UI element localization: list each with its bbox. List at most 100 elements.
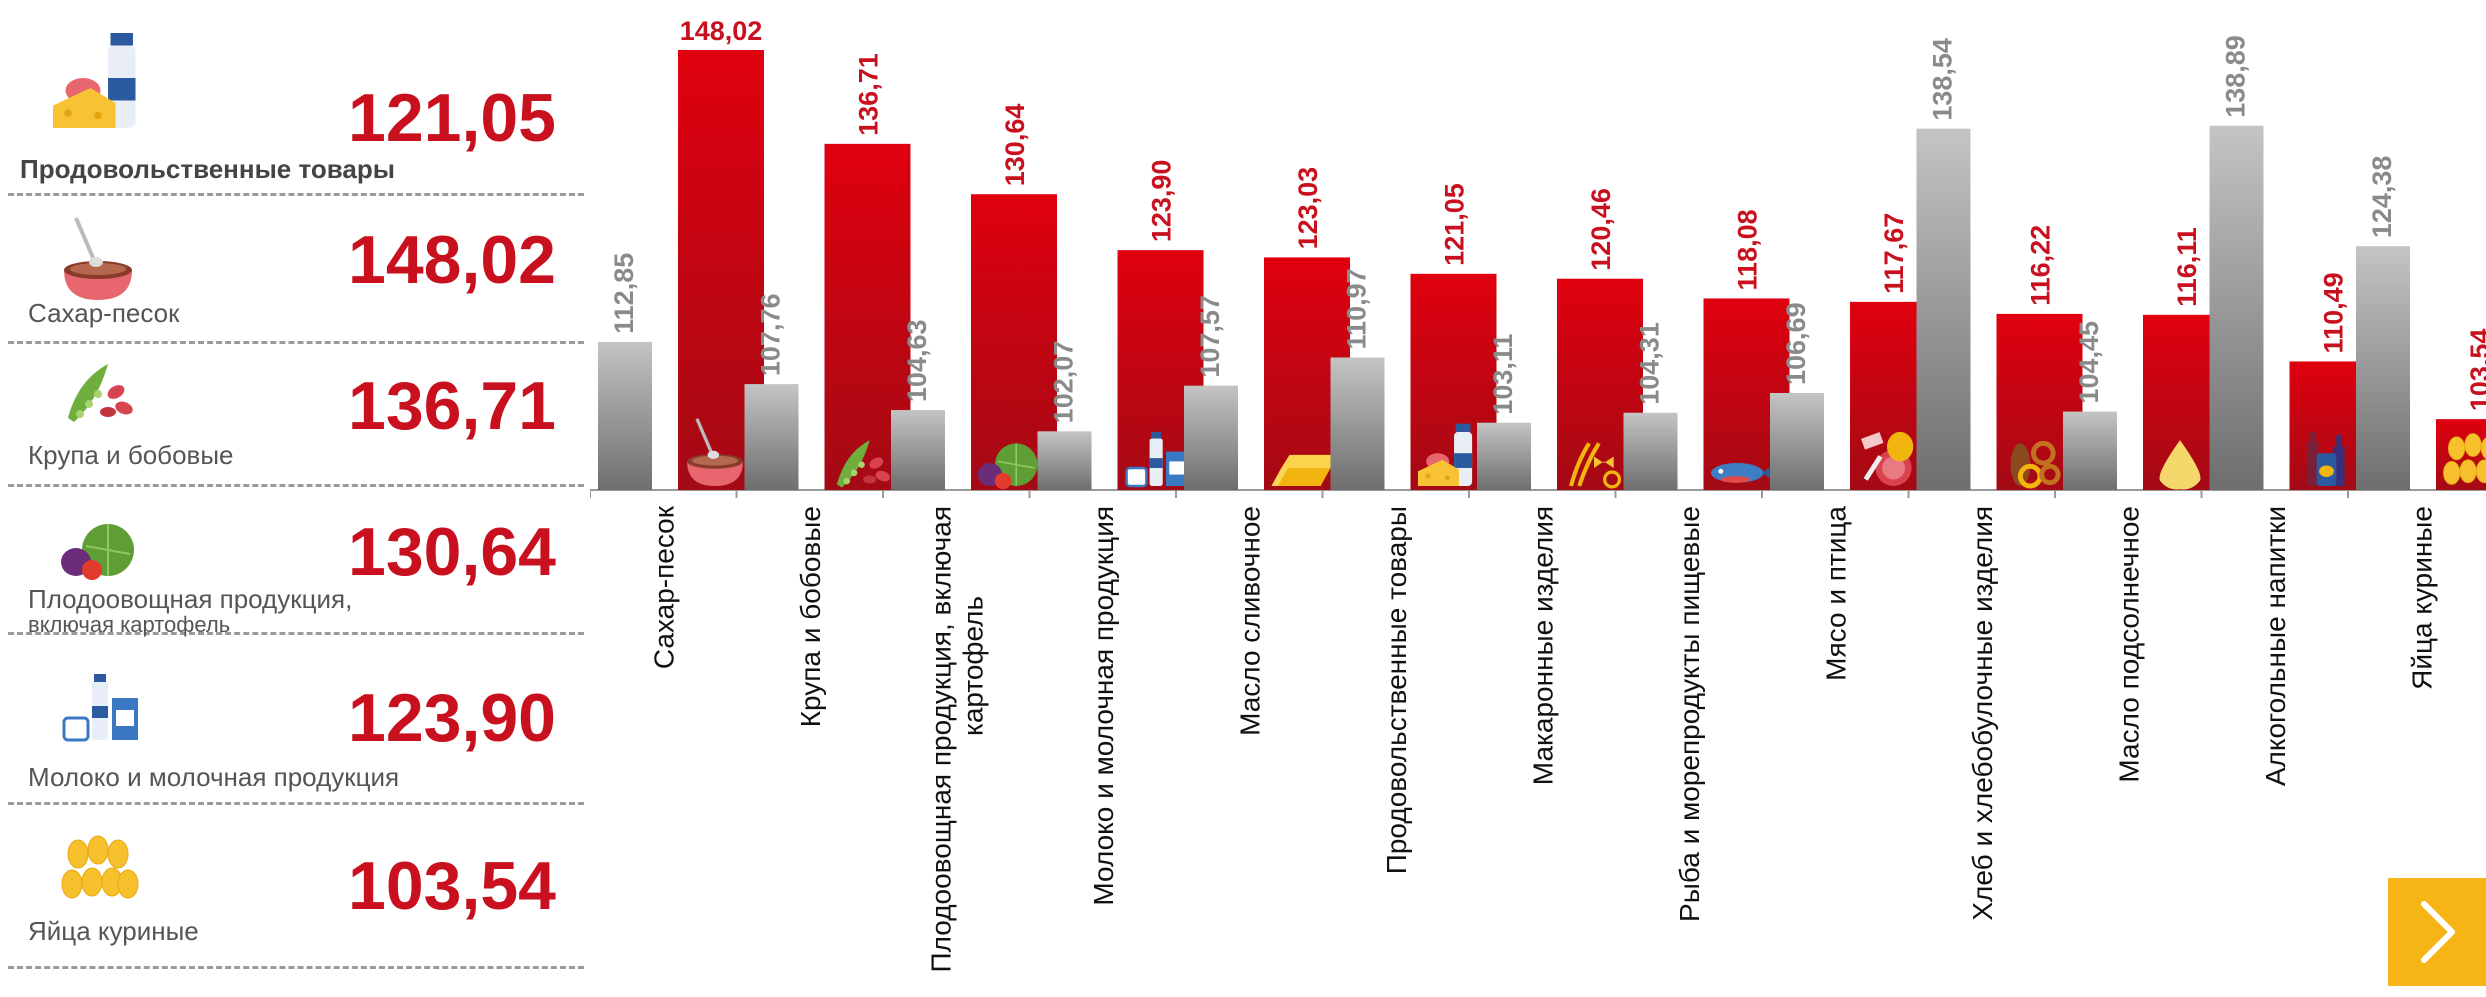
- kpi-row: 123,90 Молоко и молочная продукция: [8, 635, 584, 805]
- kpi-value: 103,54: [348, 848, 556, 924]
- kpi-icon: [62, 674, 138, 742]
- bar-label-current: 121,05: [1440, 183, 1470, 266]
- kpi-label: Молоко и молочная продукция: [28, 762, 400, 792]
- category-label: Масло подсолнечное: [2113, 506, 2144, 783]
- kpi-label-text: Крупа и бобовые: [28, 440, 234, 470]
- kpi-label-text: Плодоовощная продукция,: [28, 584, 353, 614]
- kpi-value: 148,02: [348, 222, 556, 298]
- kpi-divider: [8, 802, 584, 805]
- vegetables-icon: [977, 443, 1038, 490]
- dairy-icon: [1125, 431, 1188, 488]
- pasta-icon: [1569, 442, 1622, 489]
- kpi-label-text: Продовольственные товары: [20, 154, 395, 184]
- bar-previous: [2209, 125, 2264, 490]
- kpi-divider: [8, 632, 584, 635]
- kpi-divider: [8, 484, 584, 487]
- kpi-label: Продовольственные товары: [20, 154, 395, 184]
- bar-previous: [1770, 392, 1824, 490]
- bar-label-previous: 102,07: [1049, 341, 1079, 424]
- meat-icon: [1861, 431, 1914, 486]
- bar-label-current: 120,46: [1586, 188, 1616, 271]
- kpi-divider: [8, 193, 584, 196]
- bar-label-previous: 104,63: [902, 319, 932, 402]
- category-label: Сахар-песок: [648, 505, 679, 669]
- bar-label-current: 123,90: [1147, 160, 1177, 243]
- bar-label-current: 117,67: [1879, 213, 1909, 294]
- bar-label-previous: 112,85: [609, 253, 639, 334]
- bar-previous: [2356, 246, 2410, 490]
- bar-label-previous: 124,38: [2367, 156, 2397, 239]
- bar-previous: [1623, 412, 1678, 490]
- eggs-icon: [61, 835, 139, 899]
- bottles-icon: [2306, 431, 2345, 486]
- butter-icon: [1271, 454, 1339, 486]
- bar-previous: [1916, 128, 1971, 491]
- kpi-row: 121,05 Продовольственные товары: [8, 0, 584, 196]
- kpi-value: 121,05: [348, 80, 556, 156]
- kpi-label: Сахар-песок: [28, 298, 180, 328]
- chevron-right-icon: [2421, 901, 2455, 963]
- bar-label-current: 116,11: [2172, 227, 2202, 307]
- bar-label-current: 118,08: [1733, 209, 1763, 290]
- category-label: Продовольственные товары: [1381, 506, 1412, 874]
- bread-icon: [2010, 440, 2061, 489]
- bar-label-current: 103,54: [2465, 329, 2486, 412]
- kpi-value: 136,71: [348, 368, 556, 444]
- bar-label-previous: 106,69: [1781, 302, 1811, 385]
- category-label: Хлеб и хлебобулочные изделия: [1967, 506, 1998, 921]
- category-label: Масло сливочное: [1234, 506, 1265, 736]
- category-label: Яйца куриные: [2406, 506, 2437, 690]
- bar-label-previous: 103,11: [1488, 334, 1518, 415]
- category-label: Рыба и морепродукты пищевые: [1674, 506, 1705, 922]
- kpi-icon: [64, 217, 132, 300]
- kpi-label: Яйца куриные: [28, 916, 199, 946]
- bar-label-current: 136,71: [854, 53, 884, 136]
- sugar-bowl-icon: [64, 217, 132, 300]
- kpi-divider: [8, 341, 584, 344]
- beans-icon: [836, 440, 890, 488]
- bar-label-current: 148,02: [680, 16, 763, 46]
- category-label: Мясо и птица: [1820, 506, 1851, 681]
- vegetables-icon: [61, 524, 134, 580]
- kpi-icon: [68, 364, 133, 422]
- bar-previous: [1477, 422, 1531, 490]
- kpi-divider: [8, 966, 584, 969]
- bar-chart: 112,85 148,02 Сахар-песок 107,76 136,71 Крупа…: [590, 16, 2486, 973]
- bar-label-previous: 107,76: [756, 294, 786, 377]
- bar-label-current: 116,22: [2026, 225, 2056, 306]
- category-label: Крупа и бобовые: [795, 506, 826, 727]
- bar-previous: [891, 410, 945, 490]
- kpi-row: 148,02 Сахар-песок: [8, 196, 584, 344]
- kpi-value: 123,90: [348, 680, 556, 756]
- category-label: Плодоовощная продукция, включаякартофель: [925, 506, 988, 973]
- bar-label-previous: 110,97: [1342, 268, 1372, 349]
- category-label: Макаронные изделия: [1527, 506, 1558, 785]
- kpi-label: Плодоовощная продукция, включая картофель: [28, 584, 353, 638]
- kpi-label-text: Яйца куриные: [28, 916, 199, 946]
- kpi-row: 136,71 Крупа и бобовые: [8, 344, 584, 487]
- bar-previous: [1184, 385, 1238, 490]
- kpi-sublabel: включая картофель: [28, 612, 231, 638]
- category-label: Алкогольные напитки: [2260, 506, 2291, 786]
- kpi-icon: [61, 524, 134, 580]
- kpi-panel: 121,05 Продовольственные товары 148,02 Саха…: [0, 0, 590, 997]
- bar-previous: [1330, 357, 1385, 490]
- kpi-value: 130,64: [348, 514, 556, 590]
- bar-label-previous: 138,89: [2221, 35, 2251, 118]
- bar-previous: [1037, 431, 1092, 490]
- bar-label-previous: 104,31: [1635, 322, 1665, 405]
- sugar-bowl-icon: [687, 418, 743, 486]
- beans-icon: [68, 364, 133, 422]
- bar-label-previous: 107,57: [1195, 295, 1225, 378]
- kpi-label-text: Сахар-песок: [28, 298, 180, 328]
- bar-previous: [598, 341, 652, 490]
- bar-label-current: 110,49: [2319, 272, 2349, 353]
- next-slide-button[interactable]: [2388, 878, 2486, 986]
- food-basket-icon: [53, 33, 136, 128]
- kpi-icon: [53, 33, 136, 128]
- bar-label-current: 123,03: [1293, 167, 1323, 250]
- kpi-row: 103,54 Яйца куриные: [8, 805, 584, 969]
- bar-previous: [2063, 411, 2117, 490]
- kpi-label-text: Молоко и молочная продукция: [28, 762, 400, 792]
- oil-drop-icon: [2159, 440, 2201, 490]
